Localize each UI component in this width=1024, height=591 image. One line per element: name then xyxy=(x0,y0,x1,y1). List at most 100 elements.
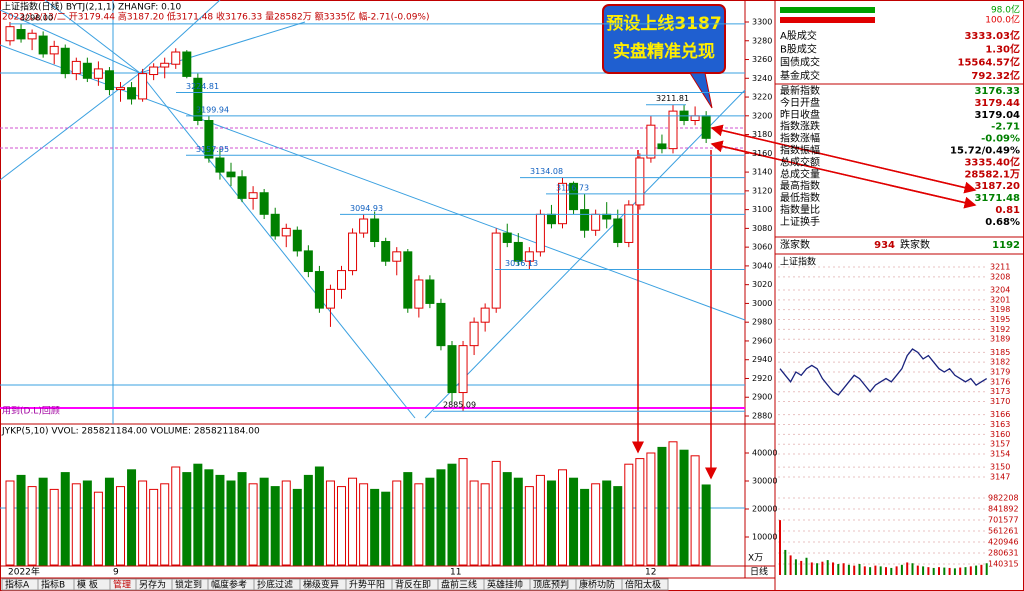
volume-bar xyxy=(602,480,612,566)
tab-label[interactable]: 顶底预判 xyxy=(533,579,569,591)
price-label: 3116.73 xyxy=(556,183,589,192)
volume-bar xyxy=(513,477,523,566)
volume-bar xyxy=(149,488,159,566)
tab-label[interactable]: 另存为 xyxy=(139,579,166,591)
volume-bar xyxy=(93,491,103,566)
tab-label[interactable]: 抄底过滤 xyxy=(257,579,293,591)
candle-body xyxy=(370,218,380,243)
candle-body xyxy=(337,270,346,290)
candle-body xyxy=(149,66,159,76)
intraday-volume-tick-label: 420946 xyxy=(988,538,1019,547)
stat-label: 最新指数 xyxy=(780,84,820,97)
stat-value: -2.71 xyxy=(991,122,1020,133)
candle-body xyxy=(535,213,545,253)
intraday-volume-tick-label: 982208 xyxy=(988,494,1019,503)
candle-body xyxy=(270,213,280,237)
price-label: 3199.94 xyxy=(196,105,229,114)
tab-label[interactable]: 盘前三线 xyxy=(441,579,477,591)
tab-label[interactable]: 背反在即 xyxy=(395,579,431,591)
tab-label[interactable]: 英雄挂帅 xyxy=(487,579,523,591)
stat-label: 总成交额 xyxy=(780,155,820,168)
candle-body xyxy=(513,241,523,262)
intraday-tick-label: 3204 xyxy=(990,285,1010,294)
volume-bar xyxy=(248,483,258,566)
volume-bar xyxy=(392,480,402,566)
breadth-down: 1192 xyxy=(992,240,1020,251)
volume-bar xyxy=(414,483,424,566)
volume-bar xyxy=(226,480,236,566)
tab-label[interactable]: 指标A xyxy=(5,579,30,591)
price-label: 3157.95 xyxy=(196,145,229,154)
volume-bar xyxy=(348,477,358,566)
candle-body xyxy=(657,143,667,150)
tab-label[interactable]: 梯级变异 xyxy=(303,579,339,591)
candle-body xyxy=(447,345,457,394)
stat-label: 指数涨跌 xyxy=(780,120,820,133)
candle-body xyxy=(668,110,678,150)
volume-bar xyxy=(646,452,656,566)
stat-value: 15.72/0.49% xyxy=(950,146,1020,157)
stat-label: 昨日收盘 xyxy=(780,108,820,121)
stat-value: 3179.44 xyxy=(974,98,1020,109)
annotation-text: 实盘精准兑现 xyxy=(613,41,715,62)
volume-bar xyxy=(558,469,567,566)
stat-label: 国债成交 xyxy=(780,56,820,69)
intraday-tick-label: 3173 xyxy=(990,387,1010,396)
candle-body xyxy=(646,124,656,159)
candle-body xyxy=(602,213,612,220)
candle-body xyxy=(116,87,125,91)
intraday-tick-label: 3195 xyxy=(990,315,1010,324)
intraday-tick-label: 3179 xyxy=(990,368,1010,377)
volume-bar xyxy=(535,474,545,566)
intraday-volume-tick-label: 701577 xyxy=(988,516,1019,525)
candle-body xyxy=(16,29,26,40)
tab[interactable] xyxy=(621,578,669,591)
tab-label[interactable]: 模 板 xyxy=(77,579,98,591)
tab-label[interactable]: 康桥功防 xyxy=(579,579,615,591)
stat-value: 3335.40亿 xyxy=(964,155,1020,168)
volume-tick-label: 40000 xyxy=(752,449,777,458)
candle-body xyxy=(480,307,490,323)
stat-value: 1.30亿 xyxy=(985,42,1020,55)
tab-label[interactable]: 锁定到 xyxy=(175,579,202,591)
candle-body xyxy=(580,209,590,231)
tab-label[interactable]: 升势平阳 xyxy=(349,579,385,591)
volume-bar xyxy=(215,474,225,566)
candle-body xyxy=(193,77,203,121)
volume-bar xyxy=(49,488,59,566)
candle-body xyxy=(104,70,114,91)
intraday-tick-label: 3176 xyxy=(990,377,1010,386)
volume-bar xyxy=(82,480,92,566)
tab-label[interactable]: 倍阳太极 xyxy=(625,579,661,591)
volume-bar xyxy=(337,486,346,566)
intraday-tick-label: 3192 xyxy=(990,325,1010,334)
intraday-tick-label: 3189 xyxy=(990,335,1010,344)
candle-body xyxy=(469,321,479,347)
intraday-tick-label: 3170 xyxy=(990,397,1010,406)
tab-label[interactable]: 幅度参考 xyxy=(211,579,247,591)
candle-body xyxy=(27,32,37,40)
turnover-label: 98.0亿 xyxy=(991,4,1020,16)
volume-bar xyxy=(193,463,203,566)
volume-bar xyxy=(281,480,291,566)
candle-body xyxy=(160,62,170,68)
volume-bar xyxy=(325,480,335,566)
stat-label: 最低指数 xyxy=(780,191,820,204)
candle-body xyxy=(348,232,358,272)
candle-body xyxy=(82,62,92,79)
intraday-tick-label: 3166 xyxy=(990,410,1010,419)
price-tick-label: 3300 xyxy=(752,18,772,27)
candle-body xyxy=(546,213,556,225)
price-tick-label: 2920 xyxy=(752,374,772,383)
volume-bar xyxy=(303,474,313,566)
tab-label[interactable]: 管理 xyxy=(113,579,131,591)
volume-header: JYKP(5,10) VVOL: 285821184.00 VOLUME: 28… xyxy=(1,427,260,437)
intraday-tick-label: 3182 xyxy=(990,358,1010,367)
candle-body xyxy=(259,192,269,215)
intraday-tick-label: 3163 xyxy=(990,420,1010,429)
stat-label: 指数振幅 xyxy=(780,144,820,157)
intraday-tick-label: 3201 xyxy=(990,295,1010,304)
tab-label[interactable]: 指标B xyxy=(41,579,65,591)
